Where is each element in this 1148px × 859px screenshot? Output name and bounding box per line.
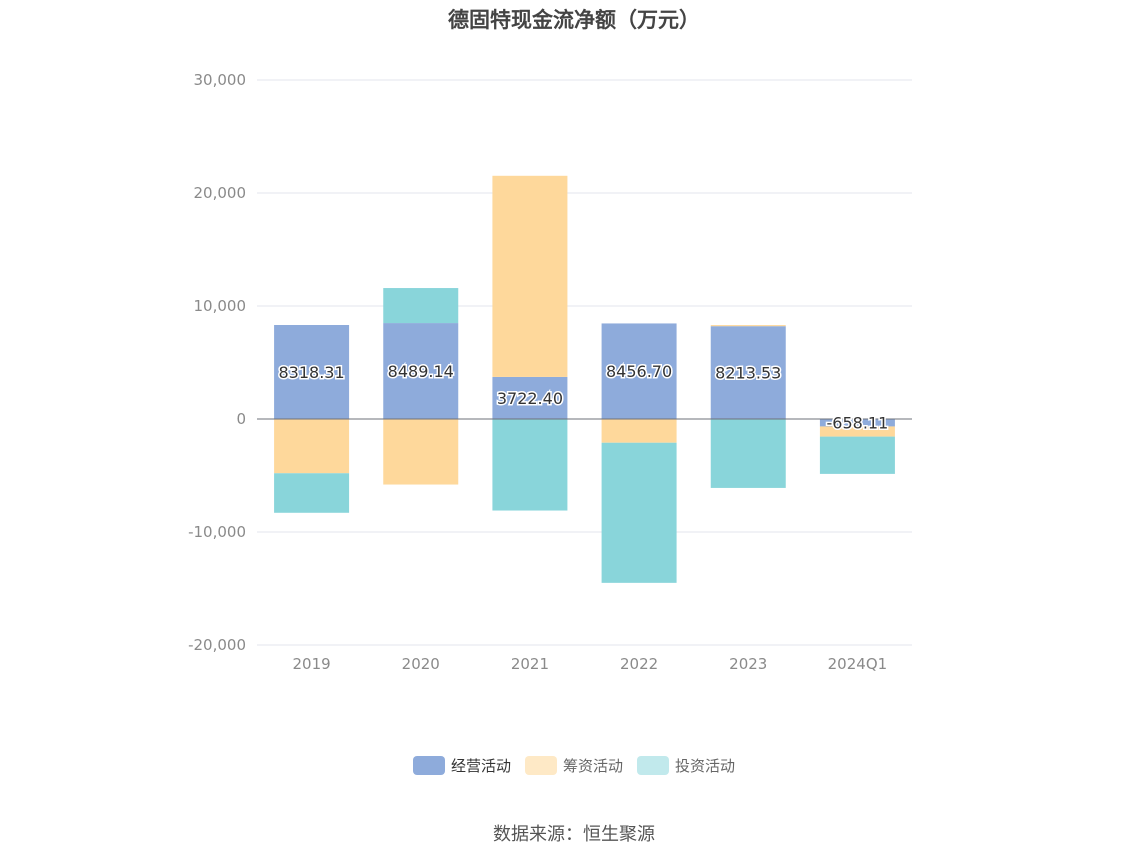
source-note: 数据来源：恒生聚源 xyxy=(493,824,655,845)
chart-title: 德固特现金流净额（万元） xyxy=(448,8,700,32)
bar-2021-series2 xyxy=(492,419,568,511)
legend-item-financing[interactable]: 筹资活动 xyxy=(524,755,623,776)
bar-2019-series1 xyxy=(274,419,350,474)
bar-2024Q1-series2 xyxy=(819,436,895,474)
y-tick-label: -10,000 xyxy=(188,523,246,541)
x-tick-label: 2023 xyxy=(729,655,767,673)
data-label-layer: 8318.31 8489.14 3722.40 8456.70 8213.53 -658.… xyxy=(277,361,890,435)
bar-2019-series0 xyxy=(274,325,350,419)
bar-2023-series0 xyxy=(710,326,786,419)
x-tick-label: 2019 xyxy=(292,655,330,673)
data-label-2021: 3722.40 xyxy=(497,389,563,408)
data-label-2024Q1: -658.11 xyxy=(827,414,889,433)
data-label-2022: 8456.70 xyxy=(606,362,672,381)
data-label-2019: 8318.31 xyxy=(278,363,344,382)
bar-2022-series0 xyxy=(601,323,677,419)
bar-2020-series2 xyxy=(383,288,459,324)
legend-label-investing: 投资活动 xyxy=(675,757,736,775)
data-label-2020: 8489.14 xyxy=(388,362,454,381)
x-tick-label: 2024Q1 xyxy=(828,655,888,673)
y-tick-label: 20,000 xyxy=(194,184,247,202)
bar-2023-series1 xyxy=(710,325,786,327)
bar-2024Q1-series0 xyxy=(819,419,895,427)
legend-label-financing: 筹资活动 xyxy=(562,757,623,775)
grid-layer xyxy=(257,79,912,646)
y-tick-label: 10,000 xyxy=(194,297,247,315)
bar-2020-series1 xyxy=(383,419,459,485)
legend-swatch-investing xyxy=(637,756,669,775)
zero-line-layer xyxy=(257,418,912,646)
bar-2019-series2 xyxy=(274,473,350,513)
bar-2021-series1 xyxy=(492,175,568,377)
legend-item-investing[interactable]: 投资活动 xyxy=(637,755,735,776)
bar-2022-series1 xyxy=(601,419,677,443)
x-tick-label: 2022 xyxy=(620,655,658,673)
bar-layer xyxy=(274,175,895,583)
y-tick-label: 0 xyxy=(236,410,246,428)
legend-label-operating: 经营活动 xyxy=(450,757,511,775)
x-axis-ticks: 2019 2020 2021 2022 2023 2024Q1 xyxy=(292,655,887,673)
legend-item-operating[interactable]: 经营活动 xyxy=(412,755,511,776)
bar-2023-series2 xyxy=(710,419,786,488)
bar-2021-series0 xyxy=(492,376,568,419)
y-tick-label: -20,000 xyxy=(188,636,246,654)
legend-swatch-financing xyxy=(524,756,557,775)
bar-2024Q1-series1 xyxy=(819,426,895,437)
x-tick-label: 2020 xyxy=(402,655,440,673)
bar-2020-series0 xyxy=(383,323,459,419)
y-axis-ticks: 30,000 20,000 10,000 0 -10,000 -20,000 xyxy=(188,71,246,654)
data-label-2023: 8213.53 xyxy=(715,364,781,383)
y-tick-label: 30,000 xyxy=(194,71,247,89)
legend: 经营活动 筹资活动 投资活动 xyxy=(0,755,1148,776)
bar-2022-series2 xyxy=(601,442,677,583)
legend-swatch-operating xyxy=(412,756,445,775)
x-tick-label: 2021 xyxy=(511,655,549,673)
